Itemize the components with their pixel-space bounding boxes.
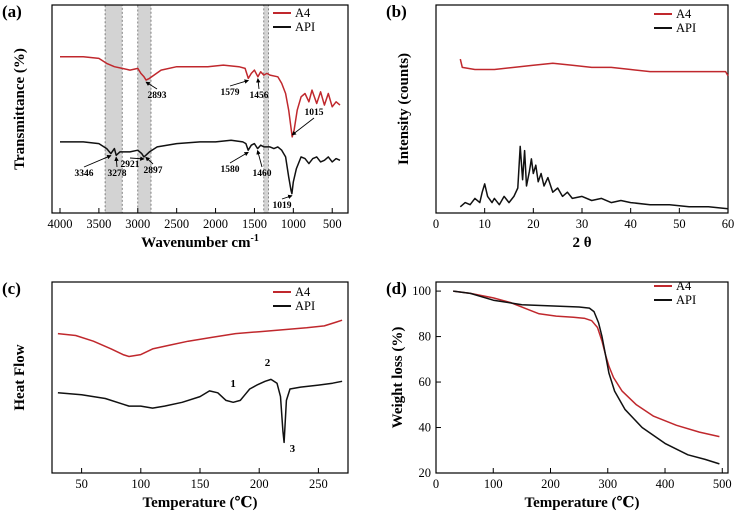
panel-b-axes-frame <box>435 4 729 214</box>
panel-a-x-tick-label-2: 3000 <box>125 217 150 231</box>
panel-a-annotation-arrow-6 <box>229 79 250 87</box>
panel-a-series-api-line <box>60 139 341 195</box>
panel-d-legend-label-1: API <box>676 293 696 307</box>
panel-b-series-api-line <box>459 145 729 210</box>
panel-d-y-tick-label-2: 60 <box>419 375 432 389</box>
panel-a-series-a4-line <box>60 55 341 138</box>
panel-c-series-a4-line <box>57 319 343 358</box>
panel-a-annotation-6: 1579 <box>221 88 240 98</box>
panel-b-x-tick-label-1: 10 <box>478 217 491 231</box>
panel-c-label: (c) <box>2 279 21 298</box>
panel-a-x-tick-label-6: 1000 <box>281 217 306 231</box>
panel-a-shaded-band-1 <box>137 4 152 214</box>
panel-d-x-axis-label: Temperature (℃) <box>524 495 639 511</box>
panel-a-x-tick-label-7: 500 <box>323 217 342 231</box>
panel-c-peak-label-1: 2 <box>265 357 271 369</box>
panel-d-series-api-line <box>453 290 720 465</box>
panel-a-annotation-7: 1460 <box>253 169 272 179</box>
panel-a-annotation-2: 2921 <box>121 160 140 170</box>
panel-a-annotation-9: 1019 <box>273 201 292 211</box>
panel-a-y-axis-label: Transmittance (%) <box>12 48 28 170</box>
panel-c-x-tick-label-1: 100 <box>131 477 150 491</box>
panel-a-annotation-arrow-7 <box>256 149 263 168</box>
panel-a-annotation-5: 1580 <box>221 165 240 175</box>
panel-d-y-tick-label-0: 20 <box>419 466 432 480</box>
panel-a-axes-frame <box>51 4 349 214</box>
panel-a-annotation-arrow-2 <box>129 156 145 161</box>
panel-d-x-tick-label-3: 300 <box>598 477 617 491</box>
panel-c-peak-label-2: 3 <box>290 443 296 455</box>
panel-a-annotation-arrow-4 <box>145 81 158 90</box>
panel-d-x-tick-label-1: 100 <box>484 477 503 491</box>
panel-b-x-tick-label-2: 20 <box>527 217 540 231</box>
panel-a-x-axis-label: Wavenumber cm-1 <box>141 233 259 251</box>
panel-a-annotation-arrow-1 <box>114 156 119 168</box>
panel-a-annotation-8: 1456 <box>250 91 269 101</box>
panel-d-x-tick-label-4: 400 <box>656 477 675 491</box>
panel-b-y-axis-label: Intensity (counts) <box>396 53 412 165</box>
panel-a-legend-label-0: A4 <box>295 6 311 20</box>
panel-d-legend-label-0: A4 <box>676 279 692 293</box>
panel-b-legend-label-1: API <box>676 21 696 35</box>
panel-b-legend-label-0: A4 <box>676 7 692 21</box>
panel-b-label: (b) <box>386 2 407 21</box>
panel-a-annotation-10: 1015 <box>305 108 324 118</box>
panel-d-y-tick-label-4: 100 <box>412 284 431 298</box>
panel-d-axes-frame <box>435 281 729 474</box>
panel-a-annotation-arrow-3 <box>145 156 154 165</box>
panel-a-annotation-arrow-8 <box>256 78 261 90</box>
panel-c-x-tick-label-4: 250 <box>309 477 328 491</box>
panel-b-x-tick-label-0: 0 <box>433 217 439 231</box>
panel-a-shaded-band-0 <box>104 4 123 214</box>
panel-a-x-tick-label-0: 4000 <box>48 217 73 231</box>
panel-b-series-a4-line <box>459 58 729 77</box>
panel-b-x-tick-label-3: 30 <box>576 217 589 231</box>
panel-d-x-tick-label-2: 200 <box>541 477 560 491</box>
panel-c-peak-label-0: 1 <box>230 378 236 390</box>
panel-a-legend-label-1: API <box>295 20 315 34</box>
panel-c-x-tick-label-3: 200 <box>250 477 269 491</box>
panel-c-x-tick-label-2: 150 <box>191 477 210 491</box>
panel-b-x-tick-label-4: 40 <box>624 217 637 231</box>
panel-a-annotation-4: 2893 <box>148 91 167 101</box>
panel-c-legend-label-1: API <box>295 299 315 313</box>
panel-a-annotation-0: 3346 <box>75 169 94 179</box>
panel-d-series-a4-line <box>453 290 720 438</box>
panel-c-legend-label-0: A4 <box>295 285 311 299</box>
panel-b-x-tick-label-5: 50 <box>673 217 686 231</box>
panel-a-annotation-arrow-5 <box>229 151 249 164</box>
panel-c-series-api-line <box>57 378 343 444</box>
panel-a-x-axis-label-sup: -1 <box>250 233 258 244</box>
panel-b-x-axis-label: 2 θ <box>572 235 591 251</box>
panel-a-shaded-band-2 <box>263 4 269 214</box>
panel-a-x-tick-label-4: 2000 <box>203 217 228 231</box>
panel-d-y-axis-label: Weight loss (%) <box>390 327 406 429</box>
panel-d-label: (d) <box>386 279 407 298</box>
panel-a-x-tick-label-1: 3500 <box>86 217 111 231</box>
panel-a-annotation-arrow-0 <box>83 154 112 168</box>
panel-a-annotation-1: 3278 <box>108 169 127 179</box>
panel-a-label: (a) <box>2 2 22 21</box>
panel-b-x-tick-label-6: 60 <box>722 217 735 231</box>
panel-d-x-tick-label-5: 500 <box>713 477 732 491</box>
panel-c-x-axis-label: Temperature (℃) <box>142 495 257 511</box>
panel-d-y-tick-label-3: 80 <box>419 330 432 344</box>
panel-a-annotation-3: 2897 <box>144 166 163 176</box>
panel-a-annotation-arrow-9 <box>281 194 293 200</box>
panel-a-x-tick-label-3: 2500 <box>164 217 189 231</box>
panel-c-x-tick-label-0: 50 <box>75 477 88 491</box>
panel-a-annotation-arrow-10 <box>291 117 315 136</box>
panel-c-y-axis-label: Heat Flow <box>12 344 28 410</box>
panel-a-x-tick-label-5: 1500 <box>242 217 267 231</box>
panel-d-y-tick-label-1: 40 <box>419 421 432 435</box>
panel-d-x-tick-label-0: 0 <box>433 477 439 491</box>
